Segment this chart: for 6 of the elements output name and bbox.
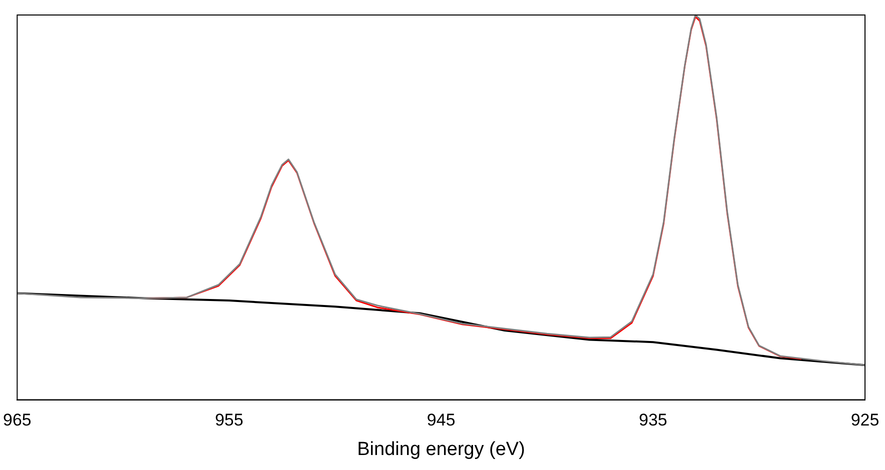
- x-tick-label: 935: [638, 410, 668, 430]
- x-axis-title: Binding energy (eV): [357, 438, 526, 460]
- x-tick-label: 965: [2, 410, 32, 430]
- x-tick-label: 955: [214, 410, 244, 430]
- x-tick-label: 925: [850, 410, 880, 430]
- x-tick-label: 945: [426, 410, 456, 430]
